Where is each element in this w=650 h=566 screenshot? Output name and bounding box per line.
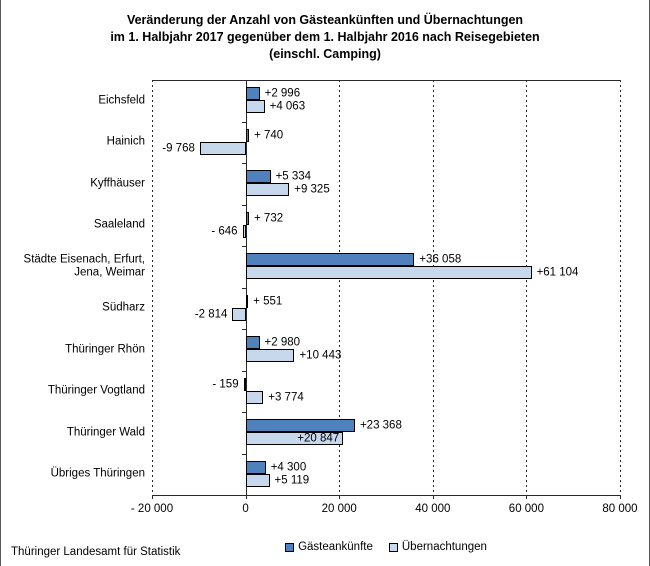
bar-uebernachtungen: [232, 308, 246, 321]
x-axis-tick: [152, 495, 153, 499]
bar-gaesteankuenfte: [245, 212, 250, 225]
bar-value-label: +5 119: [274, 474, 310, 486]
zero-axis-line: [245, 80, 247, 495]
bar-gaesteankuenfte: [245, 295, 249, 308]
bar-uebernachtungen: [199, 142, 246, 155]
legend-swatch-gaesteankuenfte: [285, 542, 295, 552]
bar-value-label: + 551: [253, 295, 283, 307]
legend-label: Gästeankünfte: [298, 541, 373, 553]
bar-uebernachtungen: [245, 432, 344, 445]
source-label: Thüringer Landesamt für Statistik: [11, 546, 181, 558]
legend-label: Übernachtungen: [401, 541, 487, 553]
x-axis-tick: [620, 495, 621, 499]
bar-uebernachtungen: [242, 225, 246, 238]
bar-value-label: +23 368: [359, 419, 402, 431]
legend: Gästeankünfte Übernachtungen: [152, 540, 620, 554]
plot-top-border: [152, 80, 621, 81]
category-label: Saaleland: [93, 218, 145, 231]
x-axis-tick: [339, 495, 341, 499]
category-label: Eichsfeld: [98, 94, 145, 106]
category-axis-tick: [241, 163, 246, 164]
bar-value-label: + 732: [254, 212, 284, 224]
bar-uebernachtungen: [245, 183, 290, 196]
gridline: [152, 80, 153, 495]
category-axis-tick: [241, 288, 246, 289]
bar-value-label: + 740: [254, 129, 284, 141]
gridline: [620, 80, 621, 495]
x-axis-line: [152, 495, 621, 496]
bar-gaesteankuenfte: [245, 419, 355, 432]
category-axis-tick: [241, 205, 246, 206]
x-axis-tick-label: 60 000: [508, 503, 544, 515]
bar-value-label: - 159: [212, 378, 239, 390]
bar-value-label: -9 768: [162, 142, 195, 154]
bar-value-label: +10 443: [299, 349, 342, 361]
bar-uebernachtungen: [245, 474, 270, 487]
category-axis-tick: [241, 454, 246, 455]
category-label: Kyffhäuser: [90, 177, 145, 189]
bar-gaesteankuenfte: [245, 461, 266, 474]
bar-gaesteankuenfte: [245, 253, 415, 266]
category-label: Thüringer Vogtland: [47, 384, 145, 397]
x-axis-tick: [432, 495, 434, 499]
legend-swatch-uebernachtungen: [388, 542, 398, 552]
bar-value-label: +5 334: [275, 170, 312, 182]
gridline: [339, 80, 341, 495]
category-axis-tick: [241, 329, 246, 330]
bar-value-label: +20 847: [297, 432, 340, 444]
category-axis-tick: [241, 246, 246, 247]
bar-gaesteankuenfte: [243, 378, 246, 391]
bar-value-label: +61 104: [536, 266, 579, 278]
gridline: [432, 80, 434, 495]
category-label: Thüringer Wald: [66, 426, 145, 438]
bar-value-label: - 646: [211, 225, 238, 237]
bar-uebernachtungen: [245, 266, 532, 279]
bar-value-label: +4 300: [270, 461, 307, 473]
bar-value-label: +36 058: [419, 253, 462, 265]
legend-item-uebernachtungen: Übernachtungen: [388, 540, 487, 554]
category-label: Thüringer Rhön: [65, 343, 145, 355]
category-label: Städte Eisenach, Erfurt, Jena, Weimar: [23, 253, 145, 279]
bar-value-label: +3 774: [268, 391, 304, 403]
x-axis-tick-label: 80 000: [602, 503, 638, 515]
x-axis-tick-label: 40 000: [415, 503, 451, 515]
bar-value-label: +9 325: [294, 183, 330, 195]
x-axis-tick: [245, 495, 247, 499]
category-label: Hainich: [106, 135, 145, 148]
x-axis-tick: [526, 495, 528, 499]
chart-title: Veränderung der Anzahl von Gästeankünfte…: [1, 12, 649, 63]
bar-uebernachtungen: [245, 349, 295, 362]
bar-uebernachtungen: [245, 100, 265, 113]
bar-value-label: +2 996: [264, 87, 301, 99]
bar-value-label: -2 814: [194, 308, 228, 320]
bar-uebernachtungen: [245, 391, 264, 404]
gridline: [526, 80, 528, 495]
category-label: Südharz: [102, 301, 145, 314]
bar-gaesteankuenfte: [245, 336, 260, 349]
chart-title-line1: Veränderung der Anzahl von Gästeankünfte…: [126, 13, 524, 27]
chart-title-line3: (einschl. Camping): [269, 47, 381, 61]
category-axis-tick: [241, 371, 246, 372]
x-axis-tick-label: 0: [242, 503, 249, 515]
category-axis-tick: [241, 412, 246, 413]
bar-gaesteankuenfte: [245, 129, 250, 142]
x-axis-tick-label: 20 000: [321, 503, 357, 515]
bar-value-label: +4 063: [269, 100, 306, 112]
x-axis-tick-label: - 20 000: [130, 503, 174, 515]
category-axis-tick: [241, 122, 246, 123]
category-label: Übriges Thüringen: [50, 467, 145, 480]
bar-gaesteankuenfte: [245, 87, 260, 100]
legend-item-gaesteankuenfte: Gästeankünfte: [285, 540, 373, 554]
bar-gaesteankuenfte: [245, 170, 271, 183]
bar-value-label: +2 980: [264, 336, 301, 348]
chart-title-line2: im 1. Halbjahr 2017 gegenüber dem 1. Hal…: [110, 30, 540, 44]
